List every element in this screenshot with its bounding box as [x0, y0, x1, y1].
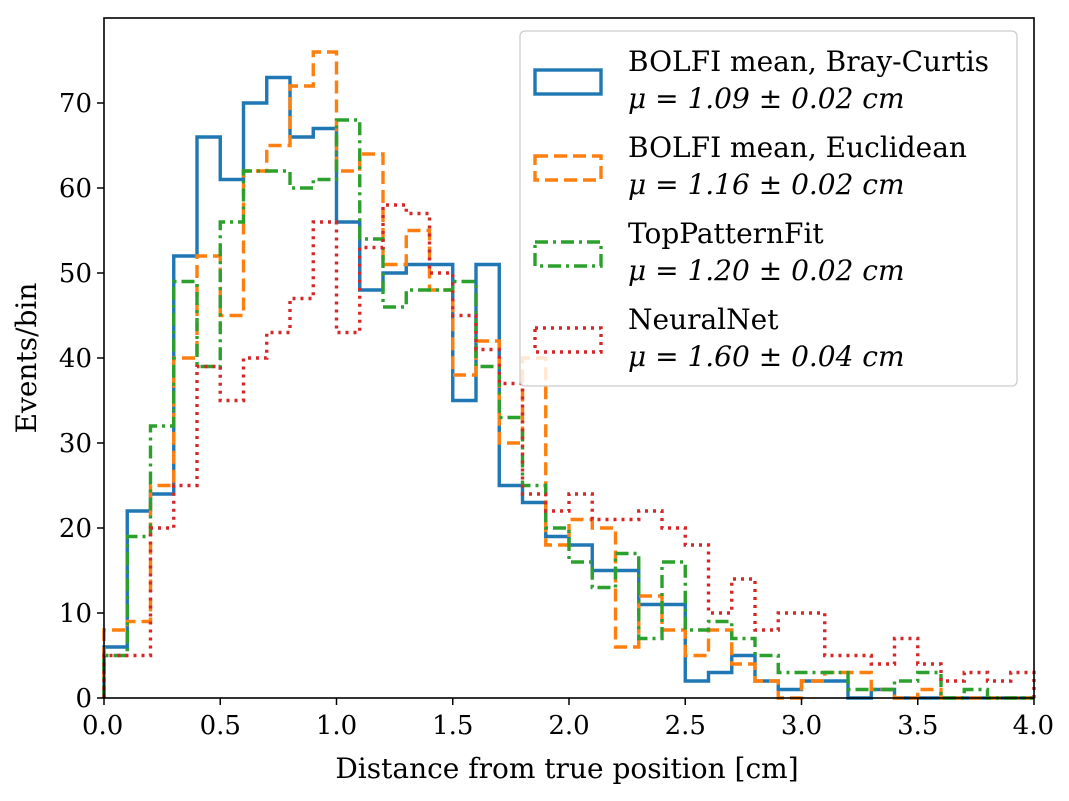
legend-entry-name: NeuralNet	[628, 303, 779, 336]
y-tick-label: 40	[59, 344, 92, 374]
legend-entry-stat: μ = 1.20 ± 0.02 cm	[628, 254, 905, 287]
x-tick-label: 1.5	[432, 711, 473, 741]
legend-entry-name: BOLFI mean, Euclidean	[628, 131, 967, 164]
legend-entry-stat: μ = 1.16 ± 0.02 cm	[628, 168, 905, 201]
x-tick-label: 0.5	[200, 711, 241, 741]
legend-entry-stat: μ = 1.09 ± 0.02 cm	[628, 82, 905, 115]
legend-entry-name: TopPatternFit	[628, 217, 824, 250]
y-tick-label: 30	[59, 429, 92, 459]
legend-handle	[533, 326, 603, 354]
y-tick-label: 60	[59, 174, 92, 204]
x-tick-label: 0.0	[82, 711, 123, 741]
series-line-toppatternfit	[102, 118, 1034, 700]
legend-handle	[533, 154, 603, 182]
ticks-layer: 0.0 0.5 1.0 1.5 2.0 2.5 3.0 3.5 4.0 0 10 20 30 40 50 60…	[59, 89, 1054, 741]
y-tick-label: 10	[59, 599, 92, 629]
x-tick-label: 1.0	[316, 711, 357, 741]
x-tick-label: 3.5	[897, 711, 938, 741]
legend-box	[519, 30, 1018, 387]
y-tick-label: 50	[59, 259, 92, 289]
legend: BOLFI mean, Bray-Curtis μ = 1.09 ± 0.02 c…	[519, 30, 1018, 387]
y-tick-label: 20	[59, 514, 92, 544]
x-tick-label: 3.0	[781, 711, 822, 741]
x-axis-label: Distance from true position [cm]	[335, 752, 798, 785]
y-tick-label: 70	[59, 89, 92, 119]
y-axis-label: Events/bin	[10, 283, 43, 434]
x-tick-label: 2.0	[548, 711, 589, 741]
legend-handle	[533, 68, 603, 96]
legend-handle	[533, 240, 603, 268]
y-tick-label: 0	[75, 684, 92, 714]
x-tick-label: 4.0	[1013, 711, 1054, 741]
legend-entry-stat: μ = 1.60 ± 0.04 cm	[628, 340, 905, 373]
x-tick-label: 2.5	[665, 711, 706, 741]
legend-entry-name: BOLFI mean, Bray-Curtis	[628, 45, 989, 78]
